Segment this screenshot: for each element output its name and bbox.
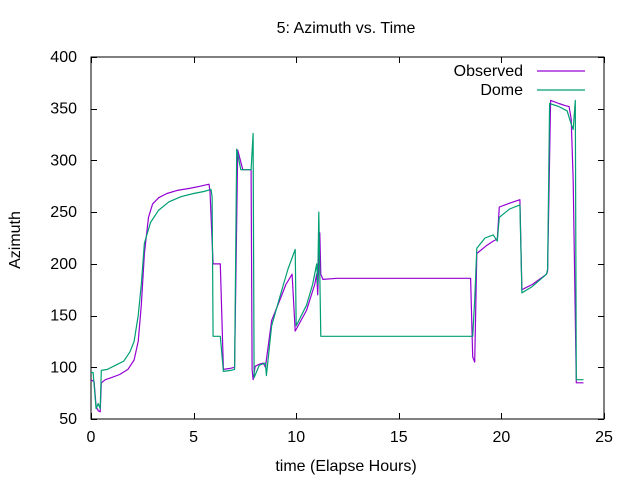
series-line-dome: [91, 99, 584, 410]
y-tick-label: 100: [50, 359, 77, 376]
x-tick-label: 25: [595, 429, 613, 446]
y-axis-label: Azimuth: [7, 211, 24, 269]
y-tick-label: 350: [50, 101, 77, 118]
y-tick-label: 250: [50, 204, 77, 221]
y-tick-label: 400: [50, 49, 77, 66]
x-tick-label: 20: [493, 429, 511, 446]
legend-label-dome: Dome: [480, 82, 523, 99]
x-tick-label: 15: [390, 429, 408, 446]
series-line-observed: [90, 99, 584, 413]
x-tick-label: 5: [189, 429, 198, 446]
legend: Observed Dome: [454, 63, 585, 99]
y-tick-label: 50: [59, 411, 77, 428]
x-axis: 0 5 10 15 20 25: [87, 57, 613, 446]
x-tick-label: 0: [87, 429, 96, 446]
chart-title: 5: Azimuth vs. Time: [277, 20, 416, 37]
legend-label-observed: Observed: [454, 63, 523, 80]
y-tick-label: 200: [50, 256, 77, 273]
y-axis: 50 100 150 200 250 300 350 400: [50, 49, 604, 428]
y-tick-label: 150: [50, 308, 77, 325]
series-layer: [90, 99, 584, 413]
x-tick-label: 10: [287, 429, 305, 446]
plot-area: [90, 56, 605, 420]
plot-border: [90, 56, 605, 420]
y-tick-label: 300: [50, 152, 77, 169]
x-axis-label: time (Elapse Hours): [275, 458, 416, 475]
